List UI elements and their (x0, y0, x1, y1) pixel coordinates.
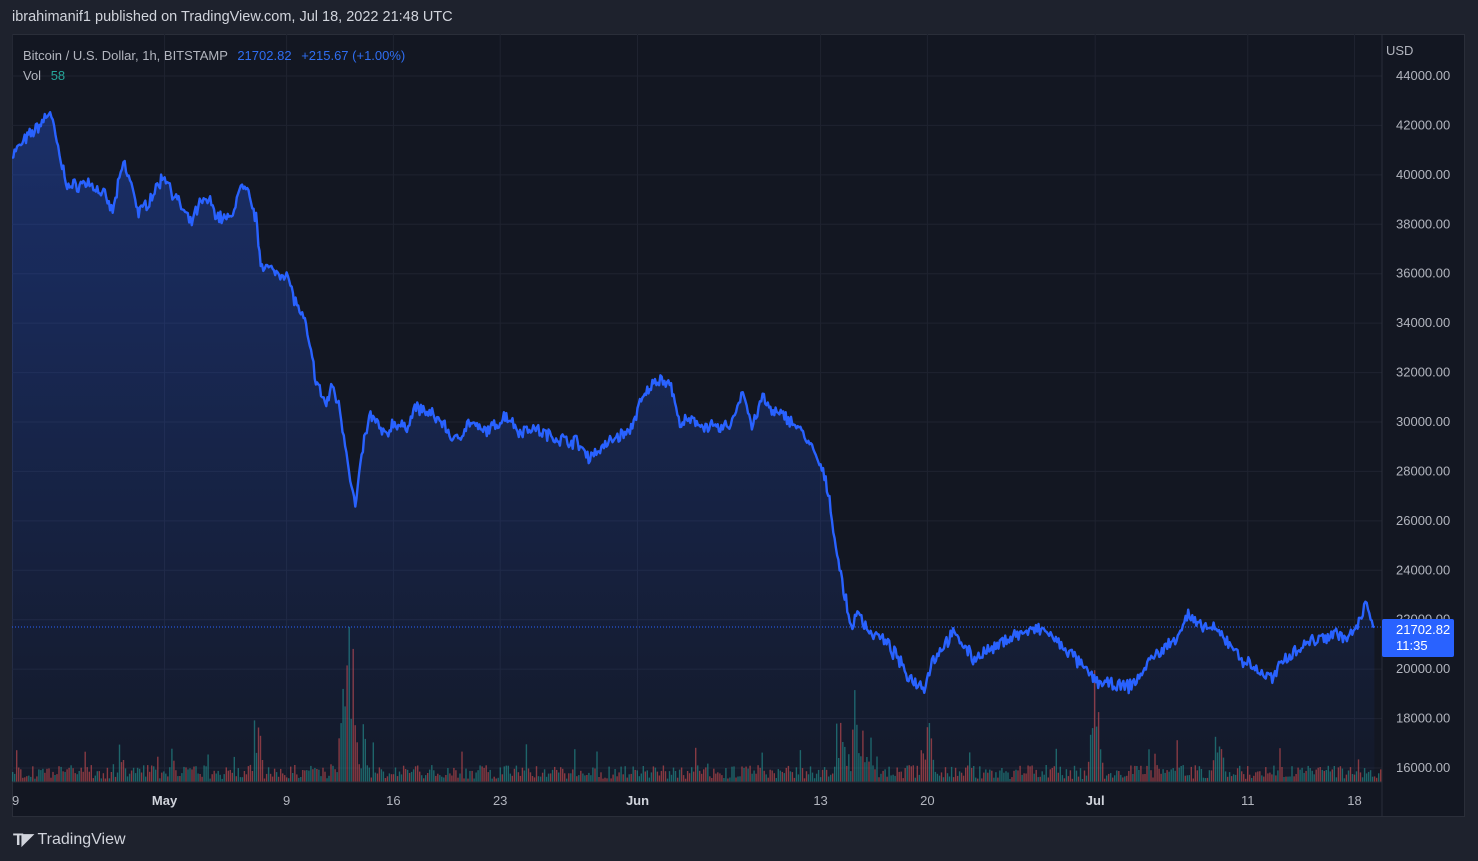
price-tick-label: 20000.00 (1396, 661, 1450, 676)
price-tick-label: 44000.00 (1396, 68, 1450, 83)
legend-change: +215.67 (+1.00%) (301, 48, 406, 63)
legend-volume-row: Vol 58 (23, 66, 405, 86)
price-tick-label: 24000.00 (1396, 562, 1450, 577)
tradingview-logo-text: TradingView (37, 831, 126, 848)
date-tick-label: 20 (920, 793, 934, 808)
price-line[interactable] (12, 111, 1375, 695)
date-tick-label: 23 (493, 793, 507, 808)
volume-bar (1380, 769, 1382, 782)
price-tag-value: 21702.82 (1396, 622, 1450, 637)
volume-bar (1376, 777, 1378, 782)
legend-last-price: 21702.82 (237, 48, 292, 63)
btc-price-chart[interactable]: 44000.00 42000.00 40000.00 38000.00 36000.00… (12, 34, 1465, 817)
price-tick-label: 16000.00 (1396, 760, 1450, 775)
date-tick-label: 13 (813, 793, 827, 808)
date-tick-label: Jul (1086, 793, 1105, 808)
price-tick-label: 34000.00 (1396, 315, 1450, 330)
volume-bar (1373, 776, 1376, 782)
tradingview-logo-icon: T◤ (13, 830, 35, 849)
price-axis[interactable]: 44000.00 42000.00 40000.00 38000.00 36000.00… (1396, 68, 1450, 775)
price-tick-label: 30000.00 (1396, 414, 1450, 429)
price-tick-label: 36000.00 (1396, 266, 1450, 281)
volume-value: 58 (50, 68, 66, 83)
date-tick-label: 16 (386, 793, 400, 808)
date-tick-label: 18 (1347, 793, 1361, 808)
date-tick-label: May (152, 793, 178, 808)
price-tick-label: 32000.00 (1396, 365, 1450, 380)
date-tick-label: 11 (1241, 793, 1255, 808)
price-tick-label: 42000.00 (1396, 117, 1450, 132)
date-tick-label: 9 (12, 793, 19, 808)
price-tick-label: 38000.00 (1396, 216, 1450, 231)
last-price-tag: 21702.82 11:35 (1382, 619, 1454, 658)
price-tick-label: 18000.00 (1396, 711, 1450, 726)
symbol-name[interactable]: Bitcoin / U.S. Dollar, 1h, BITSTAMP (23, 48, 228, 63)
price-tick-label: 26000.00 (1396, 513, 1450, 528)
tradingview-logo[interactable]: T◤ TradingView (13, 830, 126, 850)
price-tick-label: 40000.00 (1396, 167, 1450, 182)
volume-bar (1378, 773, 1380, 782)
price-area-fill (12, 112, 1375, 782)
currency-label: USD (1386, 43, 1413, 58)
price-tag-countdown: 11:35 (1396, 638, 1428, 653)
price-tick-label: 28000.00 (1396, 463, 1450, 478)
chart-legend: Bitcoin / U.S. Dollar, 1h, BITSTAMP 2170… (23, 46, 405, 86)
legend-symbol-row: Bitcoin / U.S. Dollar, 1h, BITSTAMP 2170… (23, 46, 405, 66)
date-tick-label: Jun (626, 793, 649, 808)
volume-label[interactable]: Vol (23, 68, 42, 83)
time-axis[interactable]: 9 May 9 16 23 Jun 13 20 Jul 11 18 (12, 793, 1362, 808)
date-tick-label: 9 (283, 793, 290, 808)
published-caption: ibrahimanif1 published on TradingView.co… (12, 9, 453, 25)
